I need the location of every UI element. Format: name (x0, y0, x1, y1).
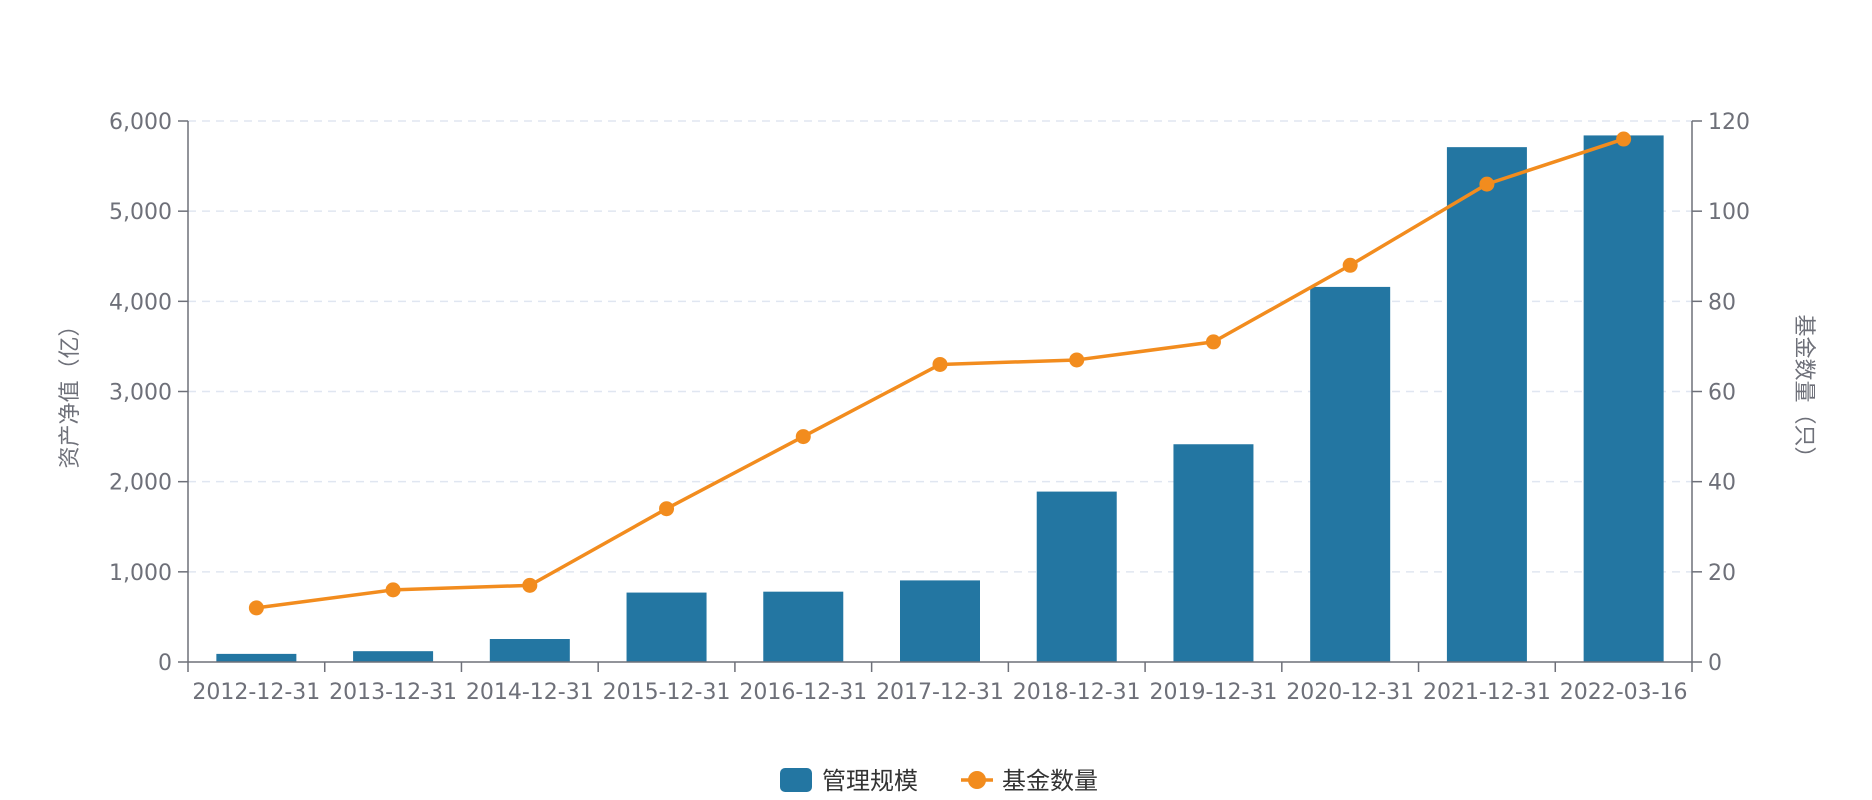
line-point (795, 429, 811, 445)
x-axis-tick-label: 2015-12-31 (603, 680, 731, 705)
x-axis-tick-label: 2013-12-31 (329, 680, 457, 705)
line-point (1616, 131, 1632, 147)
right-axis-title: 基金数量（只） (1791, 314, 1816, 468)
right-axis-tick-label: 20 (1708, 561, 1736, 586)
x-axis-tick-label: 2017-12-31 (876, 680, 1004, 705)
right-axis-tick-label: 120 (1708, 110, 1750, 135)
left-axis-tick-label: 2,000 (109, 471, 172, 496)
x-axis-tick-label: 2018-12-31 (1013, 680, 1141, 705)
line-path (256, 137, 1625, 610)
line-point (1342, 257, 1358, 273)
line-point (1205, 334, 1221, 350)
axes (178, 120, 1702, 672)
legend-bar-label: 管理规模 (822, 767, 918, 795)
left-axis-tick-label: 6,000 (109, 110, 172, 135)
right-axis-tick-label: 80 (1708, 290, 1736, 315)
x-axis-tick-label: 2022-03-16 (1560, 680, 1688, 705)
left-axis-tick-label: 4,000 (109, 290, 172, 315)
right-axis-tick-label: 40 (1708, 471, 1736, 496)
x-axis-tick-label: 2014-12-31 (466, 680, 594, 705)
legend-bar-swatch (780, 768, 812, 792)
x-axis-tick-label: 2016-12-31 (739, 680, 867, 705)
legend-line-label: 基金数量 (1002, 767, 1098, 795)
bar (1036, 491, 1117, 662)
bar (216, 653, 297, 662)
x-axis-tick-label: 2012-12-31 (192, 680, 320, 705)
left-axis-title: 资产净值（亿） (58, 314, 83, 468)
line-series (248, 131, 1632, 616)
bar-series (216, 135, 1664, 663)
right-axis-tick-label: 60 (1708, 381, 1736, 406)
line-point (1069, 352, 1085, 368)
left-axis-tick-label: 0 (158, 651, 172, 676)
line-point (248, 600, 264, 616)
bar (1583, 135, 1664, 663)
legend[interactable]: 管理规模 基金数量 (780, 767, 1098, 795)
bar (353, 651, 434, 662)
bar (626, 592, 707, 662)
line-point (522, 577, 538, 593)
line-point (1479, 176, 1495, 192)
bar (1173, 444, 1254, 662)
x-axis-tick-label: 2021-12-31 (1423, 680, 1551, 705)
bar (1310, 286, 1391, 662)
right-axis-tick-label: 100 (1708, 200, 1750, 225)
bar (489, 639, 570, 662)
bar (900, 580, 980, 662)
x-axis-tick-label: 2019-12-31 (1150, 680, 1278, 705)
left-axis-tick-label: 3,000 (109, 381, 172, 406)
legend-line-marker (968, 771, 986, 789)
left-axis-tick-label: 5,000 (109, 200, 172, 225)
left-axis-tick-label: 1,000 (109, 561, 172, 586)
line-point (932, 356, 948, 372)
line-point (659, 501, 675, 517)
x-axis-tick-label: 2020-12-31 (1286, 680, 1414, 705)
line-point (385, 582, 401, 598)
right-axis-tick-label: 0 (1708, 651, 1722, 676)
tick-labels: 0 0 1,000 20 2,000 40 3,000 60 4,000 80 5,000 100 6,… (58, 110, 1816, 705)
bar (1446, 147, 1527, 663)
bar (763, 591, 844, 662)
